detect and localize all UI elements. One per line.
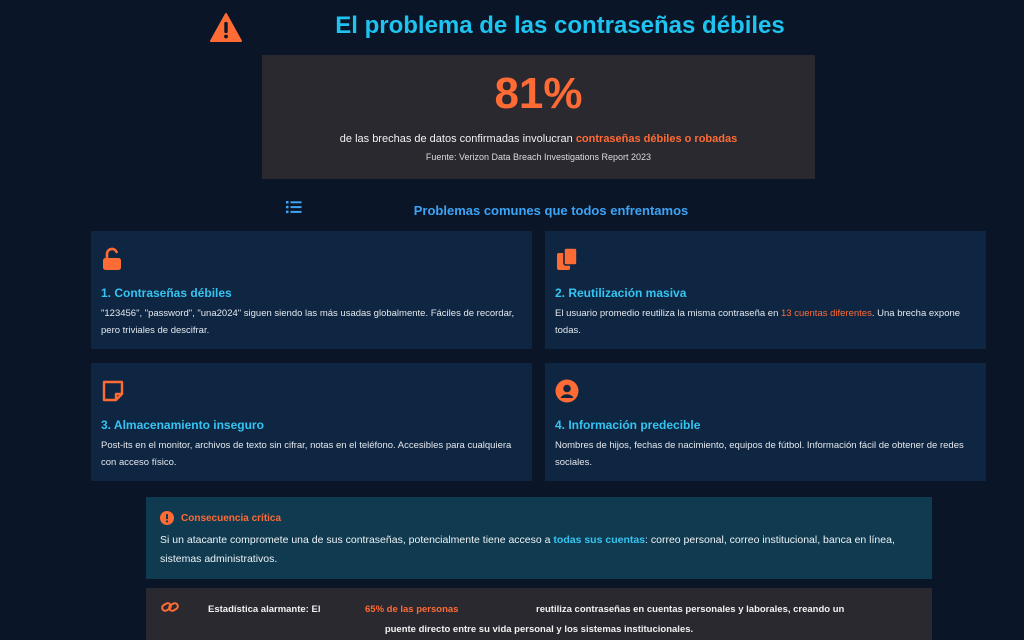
critical-body: Si un atacante compromete una de sus con…	[160, 531, 918, 569]
link-icon	[161, 602, 179, 612]
stat-description: de las brechas de datos confirmadas invo…	[262, 133, 815, 145]
user-circle-icon	[555, 379, 579, 403]
sticky-note-icon	[102, 380, 124, 402]
critical-consequence-box: Consecuencia crítica Si un atacante comp…	[146, 497, 932, 579]
copy-icon	[557, 247, 578, 270]
card-text: Post-its en el monitor, archivos de text…	[101, 440, 512, 468]
problem-card-predictable: 4. Información predecible Nombres de hij…	[545, 363, 986, 481]
alarm-highlight: 65% de las personas	[365, 604, 459, 615]
stat-box: 81% de las brechas de datos confirmadas …	[262, 55, 815, 179]
card-text-before: El usuario promedio reutiliza la misma c…	[555, 308, 781, 319]
list-icon	[286, 201, 302, 214]
stat-source: Fuente: Verizon Data Breach Investigatio…	[425, 152, 652, 162]
problem-card-weak-passwords: 1. Contraseñas débiles "123456", "passwo…	[91, 231, 532, 349]
exclamation-circle-icon	[160, 511, 174, 525]
card-title: 2. Reutilización masiva	[555, 286, 687, 300]
problem-card-reuse: 2. Reutilización masiva El usuario prome…	[545, 231, 986, 349]
stat-desc-text: de las brechas de datos confirmadas invo…	[339, 133, 576, 145]
critical-body-highlight: todas sus cuentas	[553, 534, 646, 546]
warning-icon	[210, 13, 242, 42]
card-text: El usuario promedio reutiliza la misma c…	[555, 305, 976, 339]
page-title: El problema de las contraseñas débiles	[335, 12, 785, 39]
header: El problema de las contraseñas débiles	[0, 8, 1024, 44]
alarm-text: reutiliza contraseñas en cuentas persona…	[536, 604, 845, 615]
critical-body-before: Si un atacante compromete una de sus con…	[160, 534, 554, 546]
card-title: 4. Información predecible	[555, 418, 701, 432]
unlock-icon	[103, 247, 121, 270]
stat-value: 81%	[494, 69, 583, 118]
section-title: Problemas comunes que todos enfrentamos	[413, 203, 689, 218]
card-text-highlight: 13 cuentas diferentes	[781, 308, 872, 319]
section-header: Problemas comunes que todos enfrentamos	[0, 198, 1024, 222]
card-text: Nombres de hijos, fechas de nacimiento, …	[555, 440, 964, 468]
card-text-after: . Una brecha expone todas.	[555, 308, 961, 336]
alarm-text-line2: puente directo entre su vida personal y …	[384, 624, 694, 635]
critical-title: Consecuencia crítica	[181, 512, 282, 524]
alarm-label: Estadística alarmante: El	[208, 604, 321, 615]
stat-desc-highlight: contraseñas débiles o robadas	[575, 133, 738, 145]
card-title: 3. Almacenamiento inseguro	[101, 418, 264, 432]
card-text: "123456", "password", "una2024" siguen s…	[101, 308, 515, 336]
problem-card-storage: 3. Almacenamiento inseguro Post-its en e…	[91, 363, 532, 481]
card-title: 1. Contraseñas débiles	[101, 286, 232, 300]
critical-body-after: : correo personal, correo institucional,…	[160, 534, 895, 565]
critical-header: Consecuencia crítica	[160, 511, 918, 525]
alarming-stat-box: Estadística alarmante: El 65% de las per…	[146, 588, 932, 640]
